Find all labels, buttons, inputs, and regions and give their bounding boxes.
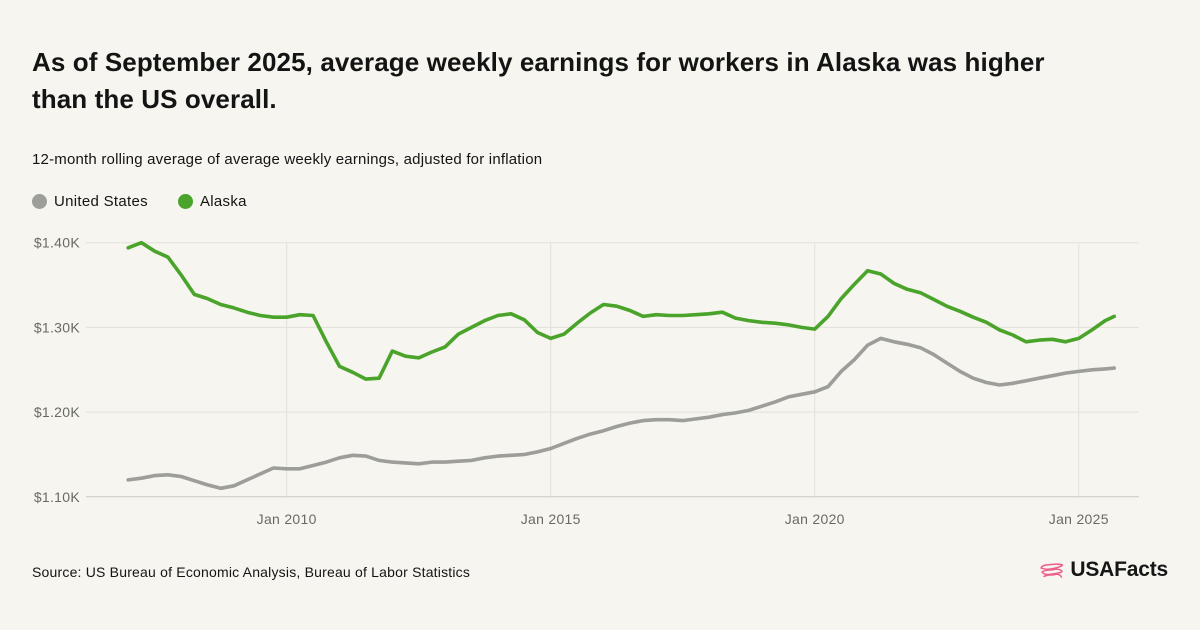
- usafacts-logo-icon: [1040, 563, 1064, 578]
- usafacts-logo: USAFacts: [1039, 556, 1168, 584]
- legend-label-alaska: Alaska: [199, 193, 247, 210]
- usafacts-logo-text: USAFacts: [1070, 558, 1168, 581]
- y-axis-tick-label: $1.30K: [34, 319, 81, 335]
- y-axis-tick-label: $1.10K: [34, 489, 81, 505]
- x-axis-tick-label: Jan 2010: [257, 511, 317, 527]
- chart-legend: United States Alaska: [32, 193, 247, 210]
- x-axis-tick-label: Jan 2015: [521, 511, 581, 527]
- line-chart: $1.10K $1.20K $1.30K $1.40K Jan 2010 Jan 2015…: [32, 235, 1140, 535]
- source-note: Source: US Bureau of Economic Analysis, …: [32, 564, 471, 580]
- series-line-alaska: [126, 240, 1116, 381]
- y-axis-tick-label: $1.20K: [34, 404, 81, 420]
- page-title: As of September 2025, average weekly ear…: [32, 47, 1045, 114]
- chart-subtitle: 12-month rolling average of average week…: [32, 151, 543, 168]
- x-axis-tick-label: Jan 2020: [785, 511, 845, 527]
- legend-item-united-states: United States: [32, 193, 148, 210]
- chart-svg: $1.10K $1.20K $1.30K $1.40K Jan 2010 Jan 2015…: [34, 235, 1139, 527]
- legend-label-united-states: United States: [54, 193, 148, 210]
- legend-item-alaska: Alaska: [177, 193, 247, 210]
- y-axis-tick-label: $1.40K: [34, 235, 81, 251]
- x-axis-tick-label: Jan 2025: [1049, 511, 1109, 527]
- legend-dot-alaska: [177, 194, 193, 209]
- legend-dot-united-states: [32, 194, 47, 209]
- series-line-united-states: [126, 336, 1116, 491]
